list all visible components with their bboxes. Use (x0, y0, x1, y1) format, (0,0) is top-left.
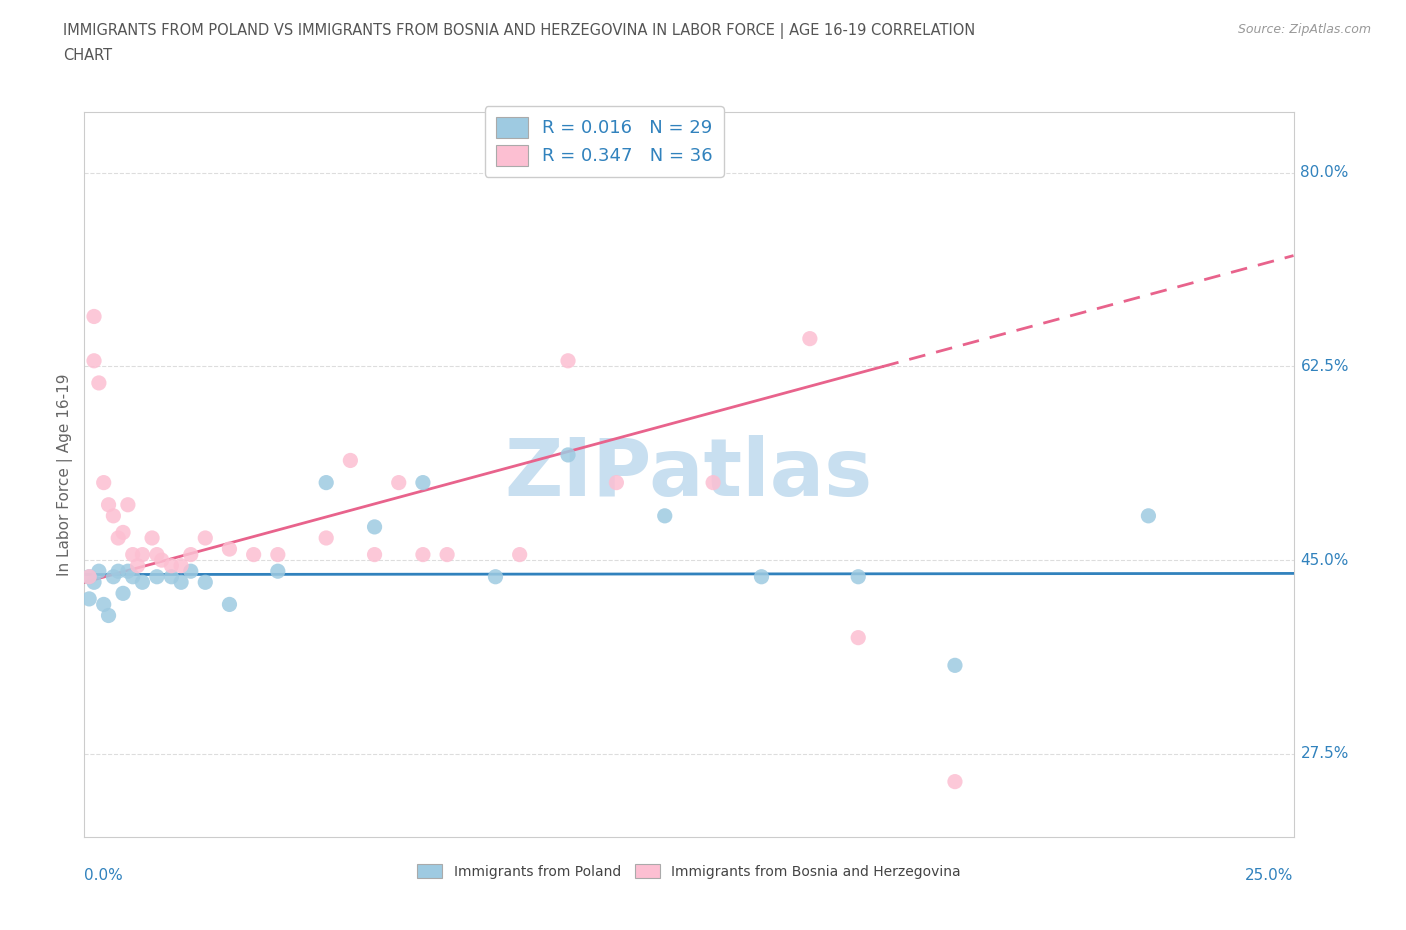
Point (267, 564, 290, 578)
Point (170, 558, 193, 573)
Point (242, 547, 264, 562)
Point (484, 569, 506, 584)
Point (654, 509, 676, 524)
Point (93, 475, 115, 490)
Point (218, 597, 240, 612)
Point (160, 558, 183, 573)
Point (131, 575, 153, 590)
Point (83, 575, 105, 590)
Point (412, 547, 434, 562)
Point (267, 547, 290, 562)
Legend: Immigrants from Poland, Immigrants from Bosnia and Herzegovina: Immigrants from Poland, Immigrants from … (412, 858, 966, 884)
Point (103, 509, 125, 524)
Point (97, 498, 120, 512)
Point (112, 525, 135, 540)
Point (194, 575, 217, 590)
Point (702, 475, 724, 490)
Point (117, 564, 139, 578)
Point (180, 564, 202, 578)
Point (799, 331, 821, 346)
Point (146, 547, 169, 562)
Point (315, 475, 337, 490)
Point (846, 569, 869, 584)
Text: 80.0%: 80.0% (1301, 165, 1348, 180)
Point (103, 569, 125, 584)
Point (150, 552, 173, 567)
Text: 25.0%: 25.0% (1246, 868, 1294, 883)
Point (509, 547, 531, 562)
Point (112, 586, 135, 601)
Point (83, 353, 105, 368)
Point (160, 569, 183, 584)
Point (605, 475, 627, 490)
Point (194, 530, 217, 545)
Point (121, 547, 143, 562)
Point (943, 658, 966, 672)
Point (83, 309, 105, 324)
Point (77, 569, 100, 584)
Point (170, 575, 193, 590)
Point (87, 564, 110, 578)
Text: 27.5%: 27.5% (1301, 747, 1348, 762)
Point (146, 569, 169, 584)
Point (77, 569, 100, 584)
Point (436, 547, 458, 562)
Point (751, 569, 773, 584)
Point (121, 569, 143, 584)
Point (363, 547, 385, 562)
Point (97, 608, 120, 623)
Point (363, 520, 385, 535)
Text: CHART: CHART (63, 48, 112, 63)
Point (141, 530, 163, 545)
Point (131, 547, 153, 562)
Point (557, 447, 579, 462)
Point (557, 353, 579, 368)
Point (77, 591, 100, 606)
Point (412, 475, 434, 490)
Point (180, 547, 202, 562)
Text: 62.5%: 62.5% (1301, 359, 1348, 374)
Y-axis label: In Labor Force | Age 16-19: In Labor Force | Age 16-19 (58, 373, 73, 576)
Point (943, 774, 966, 789)
Text: 0.0%: 0.0% (84, 868, 124, 883)
Point (846, 631, 869, 645)
Point (107, 564, 129, 578)
Text: IMMIGRANTS FROM POLAND VS IMMIGRANTS FROM BOSNIA AND HERZEGOVINA IN LABOR FORCE : IMMIGRANTS FROM POLAND VS IMMIGRANTS FRO… (63, 23, 976, 39)
Point (388, 475, 411, 490)
Point (339, 453, 361, 468)
Text: 45.0%: 45.0% (1301, 552, 1348, 567)
Point (117, 498, 139, 512)
Text: ZIPatlas: ZIPatlas (505, 435, 873, 513)
Text: Source: ZipAtlas.com: Source: ZipAtlas.com (1237, 23, 1371, 36)
Point (1137, 509, 1160, 524)
Point (218, 541, 240, 556)
Point (107, 530, 129, 545)
Point (315, 530, 337, 545)
Point (93, 597, 115, 612)
Point (87, 376, 110, 391)
Point (127, 558, 149, 573)
